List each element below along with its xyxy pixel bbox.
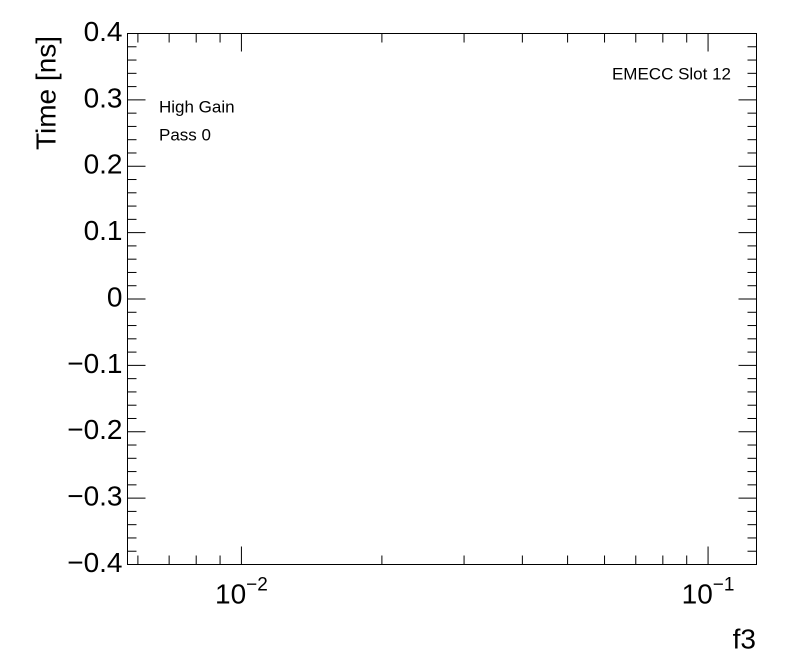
y-tick-label: 0.1 (84, 215, 123, 246)
x-tick-label: 10−1 (682, 575, 735, 610)
y-tick-label: 0.4 (84, 16, 123, 47)
y-tick-label: 0.2 (84, 149, 123, 180)
y-tick-label: −0.3 (67, 481, 122, 512)
annotation: Pass 0 (159, 125, 211, 144)
x-axis-title: f3 (733, 623, 756, 654)
y-tick-label: 0 (107, 281, 123, 312)
y-tick-label: −0.2 (67, 414, 122, 445)
y-tick-label: −0.4 (67, 547, 122, 578)
annotation: EMECC Slot 12 (612, 64, 731, 83)
y-tick-label: 0.3 (84, 82, 123, 113)
annotation: High Gain (159, 97, 235, 116)
y-axis-title: Time [ns] (30, 36, 61, 150)
x-tick-label: 10−2 (215, 575, 268, 610)
y-tick-label: −0.1 (67, 348, 122, 379)
